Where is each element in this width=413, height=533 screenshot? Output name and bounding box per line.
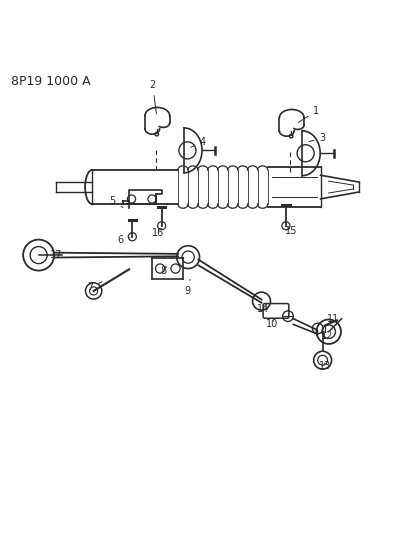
Text: 13: 13 — [318, 361, 331, 372]
Text: 11: 11 — [327, 314, 339, 325]
Text: 8: 8 — [161, 265, 167, 276]
Text: 5: 5 — [110, 196, 123, 207]
Text: 17: 17 — [50, 250, 63, 260]
Text: 15: 15 — [285, 225, 297, 236]
Text: 1: 1 — [299, 106, 320, 123]
Text: 10: 10 — [266, 319, 278, 328]
Text: 9: 9 — [184, 279, 190, 296]
Text: 2: 2 — [150, 80, 157, 114]
Text: 7: 7 — [87, 282, 102, 292]
Text: 12: 12 — [320, 331, 333, 341]
Text: 3: 3 — [309, 133, 326, 143]
Text: 16: 16 — [152, 228, 164, 238]
Text: 6: 6 — [118, 235, 130, 245]
Text: 8P19 1000 A: 8P19 1000 A — [11, 75, 90, 88]
Text: 4: 4 — [191, 137, 206, 147]
Text: 14: 14 — [257, 304, 270, 314]
